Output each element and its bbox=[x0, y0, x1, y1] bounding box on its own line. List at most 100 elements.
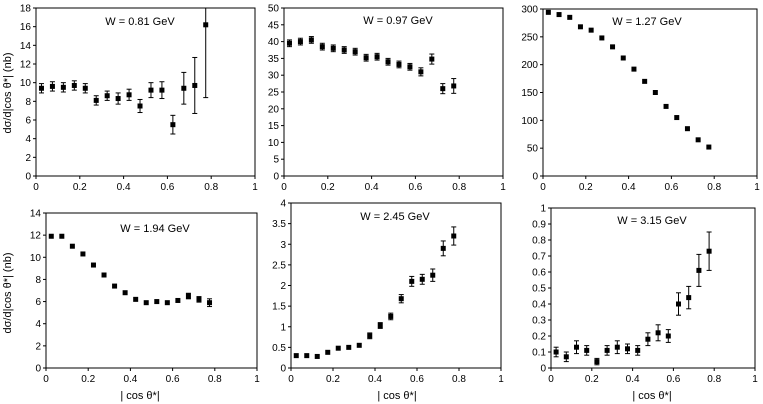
data-point bbox=[159, 87, 165, 93]
data-point bbox=[71, 82, 77, 88]
x-tick-label: 0.2 bbox=[81, 374, 95, 385]
data-point bbox=[620, 55, 626, 61]
data-point bbox=[563, 354, 569, 360]
y-tick-label: 4 bbox=[280, 199, 286, 210]
y-tick-label: 0 bbox=[540, 364, 546, 375]
y-tick-label: 50 bbox=[527, 144, 539, 155]
data-point bbox=[90, 262, 96, 268]
x-tick-label: 0.4 bbox=[123, 374, 137, 385]
data-point bbox=[69, 243, 75, 249]
y-tick-label: 100 bbox=[521, 116, 538, 127]
x-axis-label-right: | cos θ*| bbox=[632, 390, 671, 402]
data-point bbox=[556, 12, 562, 18]
data-point bbox=[451, 233, 457, 239]
data-point bbox=[203, 22, 209, 28]
data-point bbox=[122, 290, 128, 296]
x-tick-label: 0.6 bbox=[408, 182, 422, 193]
x-tick-label: 0 bbox=[288, 374, 294, 385]
data-point bbox=[385, 59, 391, 65]
data-point bbox=[60, 84, 66, 90]
x-tick-label: 1 bbox=[500, 182, 506, 193]
y-tick-label: 14 bbox=[30, 209, 42, 220]
data-point bbox=[652, 90, 658, 95]
data-point bbox=[655, 330, 661, 336]
x-tick-label: 0 bbox=[548, 374, 554, 385]
x-tick-label: 0.8 bbox=[208, 374, 222, 385]
data-point bbox=[545, 9, 551, 15]
data-point bbox=[126, 92, 132, 98]
data-point bbox=[104, 93, 110, 99]
x-tick-label: 0.8 bbox=[452, 182, 466, 193]
panel-w-081: 0 2 4 6 8 10 12 14 16 18 0 0.2 0.4 0.6 0.8 1 W = 0.81 Ge… bbox=[20, 4, 258, 194]
panel-w-097: 0 5 10 15 20 25 30 35 40 45 50 0 0.2 0.4 0.6 0.8 1 W = 0.… bbox=[268, 4, 506, 194]
data-point bbox=[588, 27, 594, 33]
data-point bbox=[440, 245, 446, 251]
y-tick-label: 10 bbox=[20, 78, 32, 89]
data-point bbox=[594, 359, 600, 365]
y-tick-label: 0.1 bbox=[532, 348, 546, 359]
data-point bbox=[137, 103, 143, 109]
plot-frame bbox=[45, 212, 258, 369]
data-point bbox=[170, 122, 176, 128]
data-point bbox=[80, 251, 86, 257]
x-tick-label: 0.4 bbox=[368, 374, 382, 385]
data-point bbox=[635, 347, 641, 353]
data-point bbox=[367, 333, 373, 339]
y-tick-label: 18 bbox=[20, 4, 32, 15]
y-tick-label: 0 bbox=[280, 364, 286, 375]
panel-w-194: 0 2 4 6 8 10 12 14 0 0.2 0.4 0.6 0.8 1 W = 1.94 GeV bbox=[30, 209, 260, 386]
data-point bbox=[192, 82, 198, 88]
x-tick-label: 0.8 bbox=[452, 374, 466, 385]
data-point bbox=[374, 54, 380, 60]
y-tick-label: 2.5 bbox=[272, 260, 286, 271]
data-point bbox=[440, 86, 446, 92]
x-tick-label: 0.2 bbox=[321, 182, 335, 193]
data-point bbox=[631, 66, 637, 72]
panel-title: W = 0.81 GeV bbox=[105, 16, 175, 28]
y-tick-label: 8 bbox=[25, 97, 31, 108]
data-point bbox=[429, 56, 435, 62]
x-axis-label-middle: | cos θ*| bbox=[377, 390, 416, 402]
y-tick-label: 25 bbox=[268, 88, 280, 99]
data-point bbox=[599, 35, 605, 41]
x-tick-label: 0.2 bbox=[326, 374, 340, 385]
data-point bbox=[645, 336, 651, 342]
data-point bbox=[642, 78, 648, 84]
y-tick-label: 3 bbox=[280, 240, 286, 251]
y-tick-label: 20 bbox=[268, 104, 280, 115]
y-tick-label: 3.5 bbox=[272, 219, 286, 230]
data-point bbox=[614, 344, 620, 350]
data-point bbox=[82, 85, 88, 91]
x-tick-label: 0 bbox=[540, 182, 546, 193]
data-point bbox=[684, 126, 690, 132]
data-point bbox=[407, 64, 413, 70]
data-point bbox=[356, 342, 362, 348]
plot-frame bbox=[290, 202, 502, 369]
y-tick-label: 2 bbox=[25, 153, 31, 164]
data-point bbox=[196, 296, 202, 302]
x-tick-label: 1 bbox=[254, 374, 260, 385]
data-point bbox=[674, 115, 680, 121]
y-tick-label: 15 bbox=[268, 121, 280, 132]
data-point bbox=[185, 293, 191, 299]
panel-title: W = 1.27 GeV bbox=[612, 16, 682, 28]
y-tick-label: 14 bbox=[20, 41, 32, 52]
data-point bbox=[330, 45, 336, 51]
x-tick-label: 0 bbox=[43, 374, 49, 385]
data-point bbox=[304, 353, 310, 359]
data-point bbox=[665, 333, 671, 339]
data-point bbox=[297, 39, 303, 45]
data-point bbox=[148, 87, 154, 93]
x-tick-label: 0.6 bbox=[166, 374, 180, 385]
data-point bbox=[207, 300, 213, 306]
data-point bbox=[286, 40, 292, 46]
panel-w-315: 0 0.1 0.2 0.3 0.4 0.5 0.6 0.7 0.8 0.9 1 0 0.2 0.4 0.6 0… bbox=[532, 204, 758, 386]
x-tick-label: 0.8 bbox=[204, 182, 218, 193]
y-tick-label: 4 bbox=[35, 319, 41, 330]
data-point bbox=[346, 344, 352, 350]
plot-frame bbox=[35, 7, 256, 177]
x-tick-label: 0.8 bbox=[707, 182, 721, 193]
data-point bbox=[706, 144, 712, 150]
data-point bbox=[377, 323, 383, 329]
y-tick-label: 16 bbox=[20, 22, 32, 33]
